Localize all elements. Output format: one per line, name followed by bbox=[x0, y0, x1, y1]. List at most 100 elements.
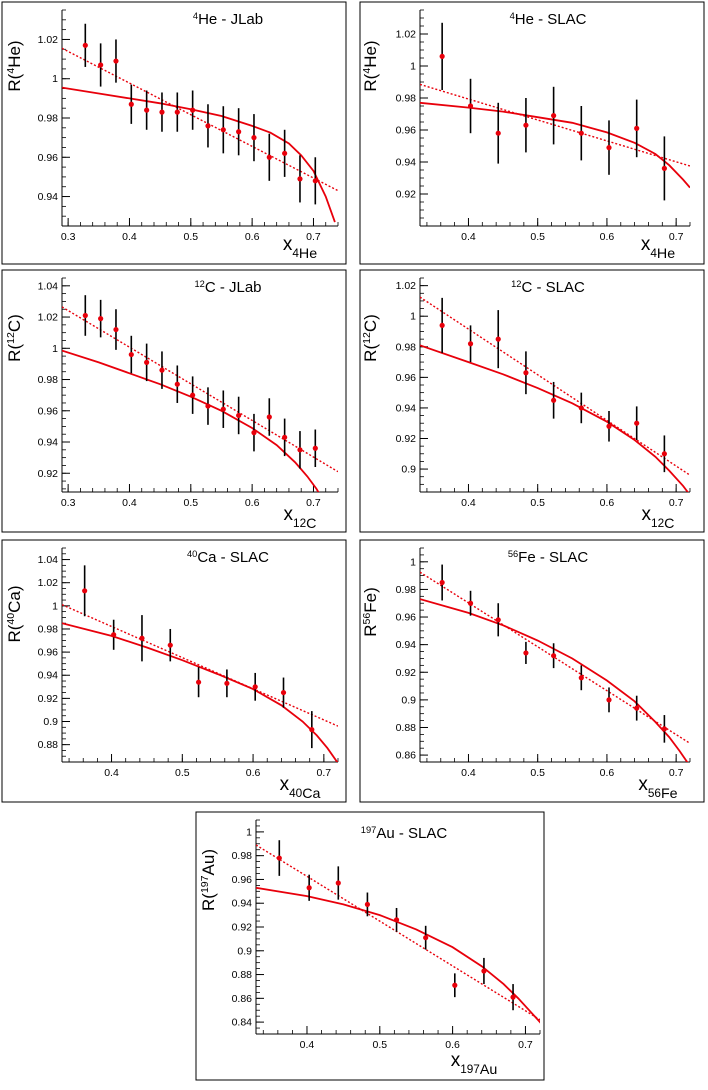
data-point bbox=[661, 726, 667, 732]
x-axis-label: x56Fe bbox=[638, 774, 677, 802]
x-tick-label: 0.7 bbox=[317, 767, 332, 779]
linear-fit-line bbox=[420, 571, 690, 744]
y-tick-label: 0.94 bbox=[232, 898, 253, 910]
data-point bbox=[578, 130, 584, 136]
y-tick-label: 0.92 bbox=[38, 693, 59, 705]
x-tick-label: 0.6 bbox=[600, 497, 615, 509]
data-point bbox=[297, 176, 303, 182]
data-point bbox=[144, 107, 150, 113]
data-point bbox=[439, 53, 445, 60]
data-point bbox=[439, 579, 445, 586]
data-point bbox=[111, 632, 117, 638]
model-curve bbox=[420, 344, 689, 492]
y-tick-label: 0.86 bbox=[232, 993, 253, 1005]
data-point bbox=[452, 982, 458, 988]
y-tick-label: 0.94 bbox=[396, 157, 417, 169]
data-point bbox=[364, 901, 371, 908]
data-point bbox=[82, 312, 88, 319]
x-tick-label: 0.3 bbox=[61, 231, 76, 243]
y-tick-label: 1.02 bbox=[38, 312, 59, 324]
data-point bbox=[282, 150, 288, 156]
data-point bbox=[190, 392, 196, 398]
data-point bbox=[205, 123, 211, 129]
panel-title: 40Ca - SLAC bbox=[187, 549, 269, 566]
x-axis-label: x12C bbox=[284, 504, 317, 532]
y-tick-label: 0.92 bbox=[396, 667, 417, 679]
data-point bbox=[195, 679, 202, 685]
data-point bbox=[306, 885, 312, 891]
y-axis-label: R(4He) bbox=[361, 40, 380, 91]
panel-title: 197Au - SLAC bbox=[361, 825, 448, 842]
data-point bbox=[312, 178, 318, 184]
y-tick-label: 0.98 bbox=[38, 113, 59, 125]
y-tick-label: 1 bbox=[410, 61, 416, 73]
data-point bbox=[251, 430, 257, 436]
y-tick-label: 0.96 bbox=[38, 405, 59, 417]
x-tick-label: 0.4 bbox=[122, 497, 137, 509]
linear-fit-line bbox=[62, 306, 338, 473]
y-tick-label: 1 bbox=[52, 343, 58, 355]
x-axis-label: x12C bbox=[642, 504, 675, 532]
y-axis-label: R(12C) bbox=[5, 314, 24, 362]
y-tick-label: 1.04 bbox=[38, 554, 59, 566]
panel-frame bbox=[1, 1, 347, 265]
panel-56Fe-SLAC: 0.4 0.5 0.6 0.7 0.86 0.88 0.9 0.92 0.94 0.96 0.98 1… bbox=[359, 539, 705, 803]
data-point bbox=[634, 125, 640, 131]
x-tick-label: 0.6 bbox=[600, 231, 615, 243]
data-point bbox=[578, 405, 584, 411]
model-curve bbox=[420, 598, 689, 762]
x-tick-label: 0.6 bbox=[245, 497, 260, 509]
x-tick-label: 0.6 bbox=[246, 767, 261, 779]
data-point bbox=[159, 367, 165, 373]
x-tick-label: 0.5 bbox=[183, 231, 198, 243]
data-point bbox=[205, 403, 211, 409]
data-point bbox=[495, 130, 501, 136]
data-point bbox=[280, 689, 287, 696]
data-point bbox=[523, 650, 529, 656]
model-curve bbox=[256, 886, 540, 1024]
data-point bbox=[174, 381, 180, 387]
data-point bbox=[276, 855, 282, 861]
data-point bbox=[634, 420, 640, 426]
y-tick-label: 0.98 bbox=[232, 850, 253, 862]
data-point bbox=[578, 675, 584, 681]
y-axis-label: R56Fe) bbox=[361, 587, 380, 637]
y-tick-label: 0.84 bbox=[232, 1017, 253, 1029]
data-point bbox=[467, 341, 474, 347]
data-point bbox=[551, 113, 557, 119]
y-axis-label: R(12C) bbox=[361, 314, 380, 362]
y-tick-label: 0.9 bbox=[237, 945, 252, 957]
x-tick-label: 0.5 bbox=[372, 1039, 387, 1051]
x-axis-label: x197Au bbox=[451, 1050, 498, 1078]
data-point bbox=[661, 165, 667, 171]
y-tick-label: 0.96 bbox=[396, 612, 417, 624]
data-point bbox=[335, 880, 341, 886]
data-point bbox=[523, 122, 529, 128]
data-point bbox=[510, 994, 516, 1000]
y-tick-label: 0.94 bbox=[38, 437, 59, 449]
model-curve bbox=[62, 622, 338, 762]
panel-12C-JLab: 0.3 0.4 0.5 0.6 0.7 0.92 0.94 0.96 0.98 1 1.02 1.04… bbox=[1, 269, 347, 533]
y-tick-label: 1.02 bbox=[396, 29, 417, 41]
data-point bbox=[551, 653, 557, 659]
x-tick-label: 0.5 bbox=[530, 231, 545, 243]
y-tick-label: 0.94 bbox=[396, 639, 417, 651]
panel-12C-SLAC: 0.4 0.5 0.6 0.7 0.9 0.92 0.94 0.96 0.98 1 1.02 12C … bbox=[359, 269, 705, 533]
panel-4He-JLab: 0.3 0.4 0.5 0.6 0.7 0.94 0.96 0.98 1 1.02 4He - JL… bbox=[1, 1, 347, 265]
y-tick-label: 1 bbox=[410, 556, 416, 568]
x-axis-label: x40Ca bbox=[280, 774, 321, 802]
data-point bbox=[224, 680, 230, 686]
model-curve bbox=[62, 86, 336, 223]
data-point bbox=[82, 42, 88, 48]
data-point bbox=[159, 109, 165, 115]
x-tick-label: 0.5 bbox=[175, 767, 190, 779]
panel-frame bbox=[195, 811, 545, 1081]
x-axis-label: x4He bbox=[283, 234, 317, 262]
x-tick-label: 0.7 bbox=[518, 1039, 533, 1051]
data-point bbox=[144, 359, 150, 365]
x-tick-label: 0.4 bbox=[104, 767, 119, 779]
y-tick-label: 0.88 bbox=[38, 739, 59, 751]
panel-title: 4He - JLab bbox=[193, 11, 263, 28]
data-point bbox=[98, 62, 104, 68]
